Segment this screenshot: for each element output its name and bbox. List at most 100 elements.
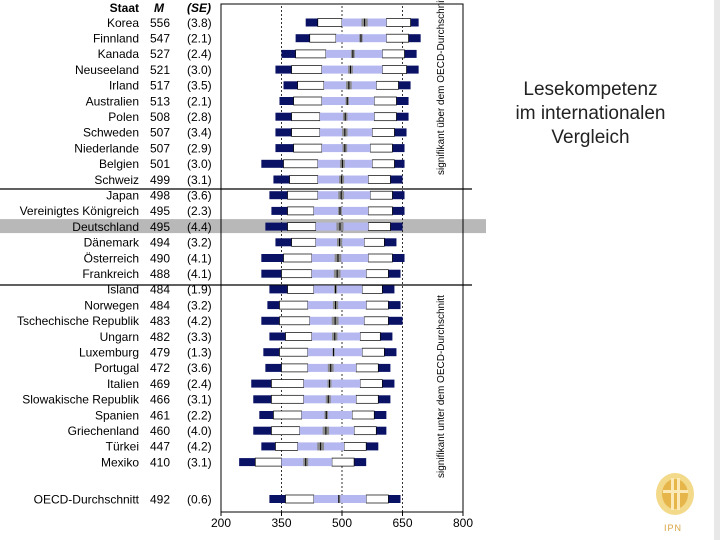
band-p5-p10-neuseeland bbox=[275, 65, 292, 74]
x-tick-label-350: 350 bbox=[271, 516, 291, 530]
row-slowakische-republik: Slowakische Republik 466 (3.1) bbox=[22, 393, 391, 407]
header-mean: M bbox=[154, 1, 165, 15]
band-p5-p10-island bbox=[269, 285, 288, 294]
country-label-kanada: Kanada bbox=[98, 47, 140, 61]
se-value-ungarn: (3.3) bbox=[187, 330, 212, 344]
band-p10-p25-australien bbox=[293, 96, 323, 106]
row-norwegen: Norwegen 484 (3.2) bbox=[84, 298, 401, 312]
mean-value-kanada: 527 bbox=[150, 47, 170, 61]
mean-value-tschechische-republik: 483 bbox=[150, 314, 170, 328]
band-p5-p10-niederlande bbox=[275, 144, 294, 153]
mean-value-schweden: 507 bbox=[150, 126, 170, 140]
band-p75-p90-mexiko bbox=[331, 457, 355, 467]
band-p90-p95-tschechische-republik bbox=[388, 316, 403, 325]
row-osterreich: Österreich 490 (4.1) bbox=[84, 251, 405, 265]
se-value-neuseeland: (3.0) bbox=[187, 63, 212, 77]
band-p75-p90-japan bbox=[369, 190, 393, 200]
se-value-spanien: (2.2) bbox=[187, 408, 212, 422]
band-p5-p10-ungarn bbox=[269, 332, 286, 341]
band-p5-p10-australien bbox=[279, 97, 294, 105]
band-p10-p25-slowakische-republik bbox=[271, 394, 305, 404]
row-ungarn: Ungarn 482 (3.3) bbox=[100, 330, 393, 344]
row-australien: Australien 513 (2.1) bbox=[86, 94, 409, 108]
band-p10-p25-griechenland bbox=[271, 426, 300, 436]
band-p10-p25-korea bbox=[317, 18, 343, 27]
band-p10-p25-irland bbox=[297, 80, 325, 90]
band-p25-p75-luxemburg bbox=[307, 348, 363, 357]
mean-value-portugal: 472 bbox=[150, 361, 170, 375]
row-neuseeland: Neuseeland 521 (3.0) bbox=[75, 63, 419, 77]
band-p5-p10-portugal bbox=[265, 363, 282, 372]
band-p10-p25-schweiz bbox=[289, 175, 319, 184]
country-label-japan: Japan bbox=[106, 189, 139, 203]
country-label-irland: Irland bbox=[109, 79, 139, 93]
row-turkei: Türkei 447 (4.2) bbox=[106, 440, 379, 454]
country-label-finnland: Finnland bbox=[93, 32, 139, 46]
data-rows: Korea 556 (3.8) Finnland 547 (2.1) Kanada 527 (2… bbox=[17, 16, 421, 506]
band-p5-p10-vereinigtes-konigreich bbox=[271, 206, 288, 215]
mean-value-slowakische-republik: 466 bbox=[150, 393, 170, 407]
row-island: Island 484 (1.9) bbox=[107, 283, 395, 297]
slide-title: Lesekompetenz im internationalen Verglei… bbox=[488, 78, 693, 150]
band-p10-p25-frankreich bbox=[281, 269, 313, 279]
mean-value-deutschland: 495 bbox=[150, 220, 170, 234]
mean-value-griechenland: 460 bbox=[150, 424, 170, 438]
band-p75-p90-schweiz bbox=[367, 175, 391, 184]
mean-value-mexiko: 410 bbox=[150, 455, 170, 469]
band-p10-p25-polen bbox=[291, 112, 321, 122]
band-p5-p10-finnland bbox=[295, 34, 310, 43]
band-p10-p25-ungarn bbox=[285, 332, 313, 341]
band-p90-p95-slowakische-republik bbox=[378, 395, 391, 404]
se-value-irland: (3.5) bbox=[187, 79, 212, 93]
se-value-japan: (3.6) bbox=[187, 189, 212, 203]
band-p10-p25-osterreich bbox=[283, 253, 313, 263]
x-axis-ticks: 200 350 500 650 800 bbox=[211, 512, 473, 530]
country-label-slowakische-republik: Slowakische Republik bbox=[22, 393, 140, 407]
row-portugal: Portugal 472 (3.6) bbox=[94, 361, 391, 375]
title-line-2: im internationalen bbox=[515, 103, 666, 124]
mean-value-danemark: 494 bbox=[150, 236, 170, 250]
band-p10-p25-niederlande bbox=[293, 143, 323, 153]
band-p75-p90-turkei bbox=[343, 442, 367, 451]
band-p75-p90-oecd-durchschnitt bbox=[365, 494, 389, 504]
country-label-niederlande: Niederlande bbox=[74, 141, 139, 155]
ipn-logo-text: IPN bbox=[664, 523, 683, 533]
se-value-kanada: (2.4) bbox=[187, 47, 212, 61]
country-label-schweden: Schweden bbox=[83, 126, 139, 140]
se-value-oecd-durchschnitt: (0.6) bbox=[187, 492, 212, 506]
band-p90-p95-oecd-durchschnitt bbox=[388, 495, 401, 503]
band-p5-p10-polen bbox=[275, 112, 292, 121]
row-luxemburg: Luxemburg 479 (1.3) bbox=[79, 346, 397, 360]
se-value-schweiz: (3.1) bbox=[187, 173, 212, 187]
mean-ci-band-oecd-durchschnitt bbox=[338, 495, 341, 503]
se-value-vereinigtes-konigreich: (2.3) bbox=[187, 204, 212, 218]
percentile-chart: Staat M (SE) Korea 556 (3.8) Finnland 547 (2.… bbox=[0, 0, 486, 530]
mean-value-neuseeland: 521 bbox=[150, 63, 170, 77]
country-label-osterreich: Österreich bbox=[84, 251, 139, 265]
band-p75-p90-australien bbox=[373, 96, 397, 106]
title-line-3: Vergleich bbox=[551, 127, 630, 148]
band-p90-p95-australien bbox=[396, 97, 409, 105]
band-p10-p25-tschechische-republik bbox=[279, 316, 311, 326]
row-frankreich: Frankreich 488 (4.1) bbox=[82, 267, 401, 281]
band-p10-p25-turkei bbox=[275, 442, 298, 451]
band-p5-p10-irland bbox=[283, 81, 298, 90]
band-p75-p90-italien bbox=[359, 379, 383, 388]
band-p5-p10-tschechische-republik bbox=[261, 316, 280, 325]
band-p25-p75-island bbox=[313, 285, 363, 294]
band-p5-p10-korea bbox=[305, 18, 318, 27]
band-p10-p25-spanien bbox=[273, 410, 303, 420]
band-p75-p90-irland bbox=[375, 80, 399, 90]
band-p75-p90-kanada bbox=[381, 49, 405, 59]
header-country: Staat bbox=[110, 1, 139, 15]
mean-value-niederlande: 507 bbox=[150, 141, 170, 155]
band-p5-p10-oecd-durchschnitt bbox=[269, 495, 286, 503]
row-schweden: Schweden 507 (3.4) bbox=[83, 126, 407, 140]
band-p10-p25-belgien bbox=[283, 159, 319, 169]
band-p75-p90-danemark bbox=[363, 237, 385, 247]
mean-value-schweiz: 499 bbox=[150, 173, 170, 187]
mean-value-spanien: 461 bbox=[150, 408, 170, 422]
band-p10-p25-schweden bbox=[291, 128, 321, 137]
band-p75-p90-neuseeland bbox=[381, 65, 407, 74]
row-kanada: Kanada 527 (2.4) bbox=[98, 47, 417, 61]
